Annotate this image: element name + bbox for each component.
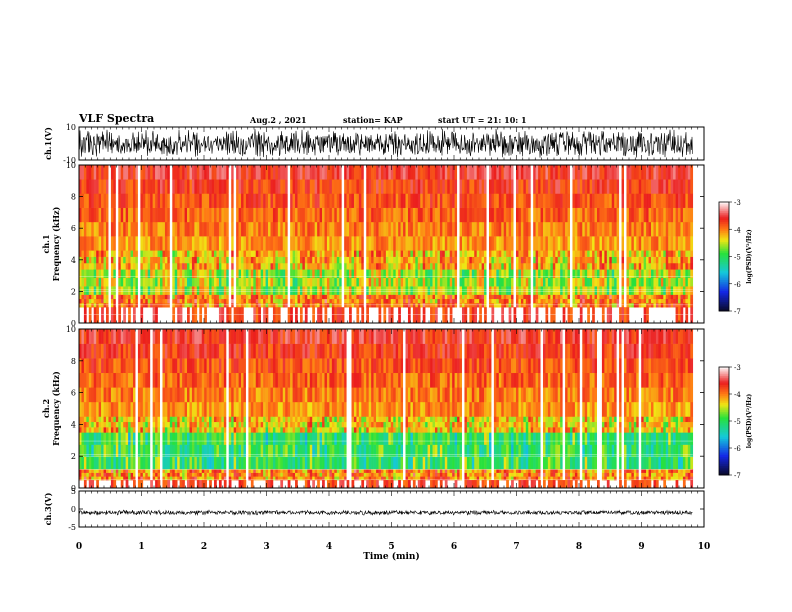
start-time-label: start UT = 21: 10: 1	[438, 115, 527, 125]
ch1-ylabel: ch.1(V)	[43, 127, 53, 160]
ch3-ylabel: ch.3(V)	[43, 492, 53, 525]
ch1-spec-ylabel: ch.1Frequency (kHz)	[41, 206, 61, 281]
ch1-waveform-ytick-0: 10	[66, 123, 76, 132]
ch1-spectrogram-ytick-1: 2	[71, 287, 76, 296]
xtick-10: 10	[698, 542, 711, 552]
ch3-waveform-ytick-1: 0	[71, 505, 76, 514]
colorbar-1-tick-1: -4	[734, 226, 741, 234]
colorbar-1-tick-4: -7	[734, 308, 741, 316]
ch3-waveform-ytick-0: 5	[71, 487, 76, 496]
ch2-spectrogram-group	[79, 329, 704, 488]
ch3-waveform-group	[78, 509, 693, 516]
ch2-spectrogram-ytick-3: 6	[71, 389, 76, 398]
colorbar-2-tick-0: -3	[734, 364, 741, 372]
ch2-spectrogram-ytick-1: 2	[71, 452, 76, 461]
ch2-spec-ylabel: ch.2Frequency (kHz)	[41, 371, 61, 446]
xaxis-label: Time (min)	[363, 551, 420, 562]
colorbar-1-tick-0: -3	[734, 199, 741, 207]
xtick-5: 5	[388, 542, 394, 552]
ch1-spectrogram-ytick-3: 6	[71, 224, 76, 233]
ch3-waveform-frame	[78, 490, 705, 528]
figure-title: VLF Spectra	[79, 112, 155, 125]
xtick-2: 2	[201, 542, 207, 552]
xtick-4: 4	[326, 542, 332, 552]
colorbar-2-tick-1: -4	[734, 391, 741, 399]
ch1-spectrogram-ytick-2: 4	[71, 256, 76, 265]
ch2-spectrogram-ytick-0: 0	[71, 484, 76, 493]
ch3-waveform-ytick-2: -5	[68, 523, 76, 532]
colorbar-2-tick-2: -5	[734, 418, 741, 426]
colorbar-1: -3 -4 -5 -6 -7 log(PSD)(V²/Hz)	[718, 199, 753, 316]
colorbar-1-tick-2: -5	[734, 254, 741, 262]
xtick-8: 8	[576, 542, 582, 552]
ch1-spectrogram-ytick-0: 0	[71, 319, 76, 328]
xtick-6: 6	[451, 542, 457, 552]
xtick-0: 0	[76, 542, 82, 552]
colorbar-2: -3 -4 -5 -6 -7 log(PSD)(V²/Hz)	[718, 364, 753, 480]
ch2-spectrogram-ytick-2: 4	[71, 420, 76, 429]
ch3-waveform-trace	[78, 509, 693, 516]
ch1-waveform-group	[78, 128, 693, 158]
ch1-spectrogram-group	[79, 165, 704, 323]
colorbar-2-tick-4: -7	[734, 472, 741, 480]
xtick-1: 1	[138, 542, 144, 552]
colorbar-1-tick-3: -6	[734, 281, 741, 289]
ch1-waveform-trace	[78, 128, 693, 158]
ch1-spectrogram-ytick-4: 8	[71, 193, 76, 202]
ch2-spectrogram-ytick-5: 10	[66, 325, 76, 334]
ch1-waveform-ytick-1: -10	[63, 156, 76, 165]
xtick-9: 9	[638, 542, 644, 552]
ch2-spectrogram-ytick-4: 8	[71, 357, 76, 366]
xtick-7: 7	[513, 542, 519, 552]
station-label: station= KAP	[343, 115, 403, 125]
date-label: Aug.2 , 2021	[250, 115, 307, 125]
colorbar-2-tick-3: -6	[734, 445, 741, 453]
colorbar-1-label: log(PSD)(V²/Hz)	[746, 229, 753, 284]
xtick-3: 3	[263, 542, 269, 552]
colorbar-2-label: log(PSD)(V²/Hz)	[746, 394, 753, 449]
ch1-spectrogram-ytick-5: 10	[66, 161, 76, 170]
